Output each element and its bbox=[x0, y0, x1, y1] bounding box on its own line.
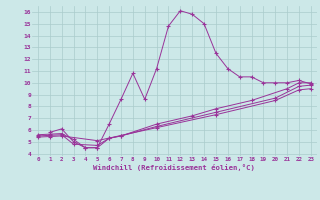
X-axis label: Windchill (Refroidissement éolien,°C): Windchill (Refroidissement éolien,°C) bbox=[93, 164, 255, 171]
